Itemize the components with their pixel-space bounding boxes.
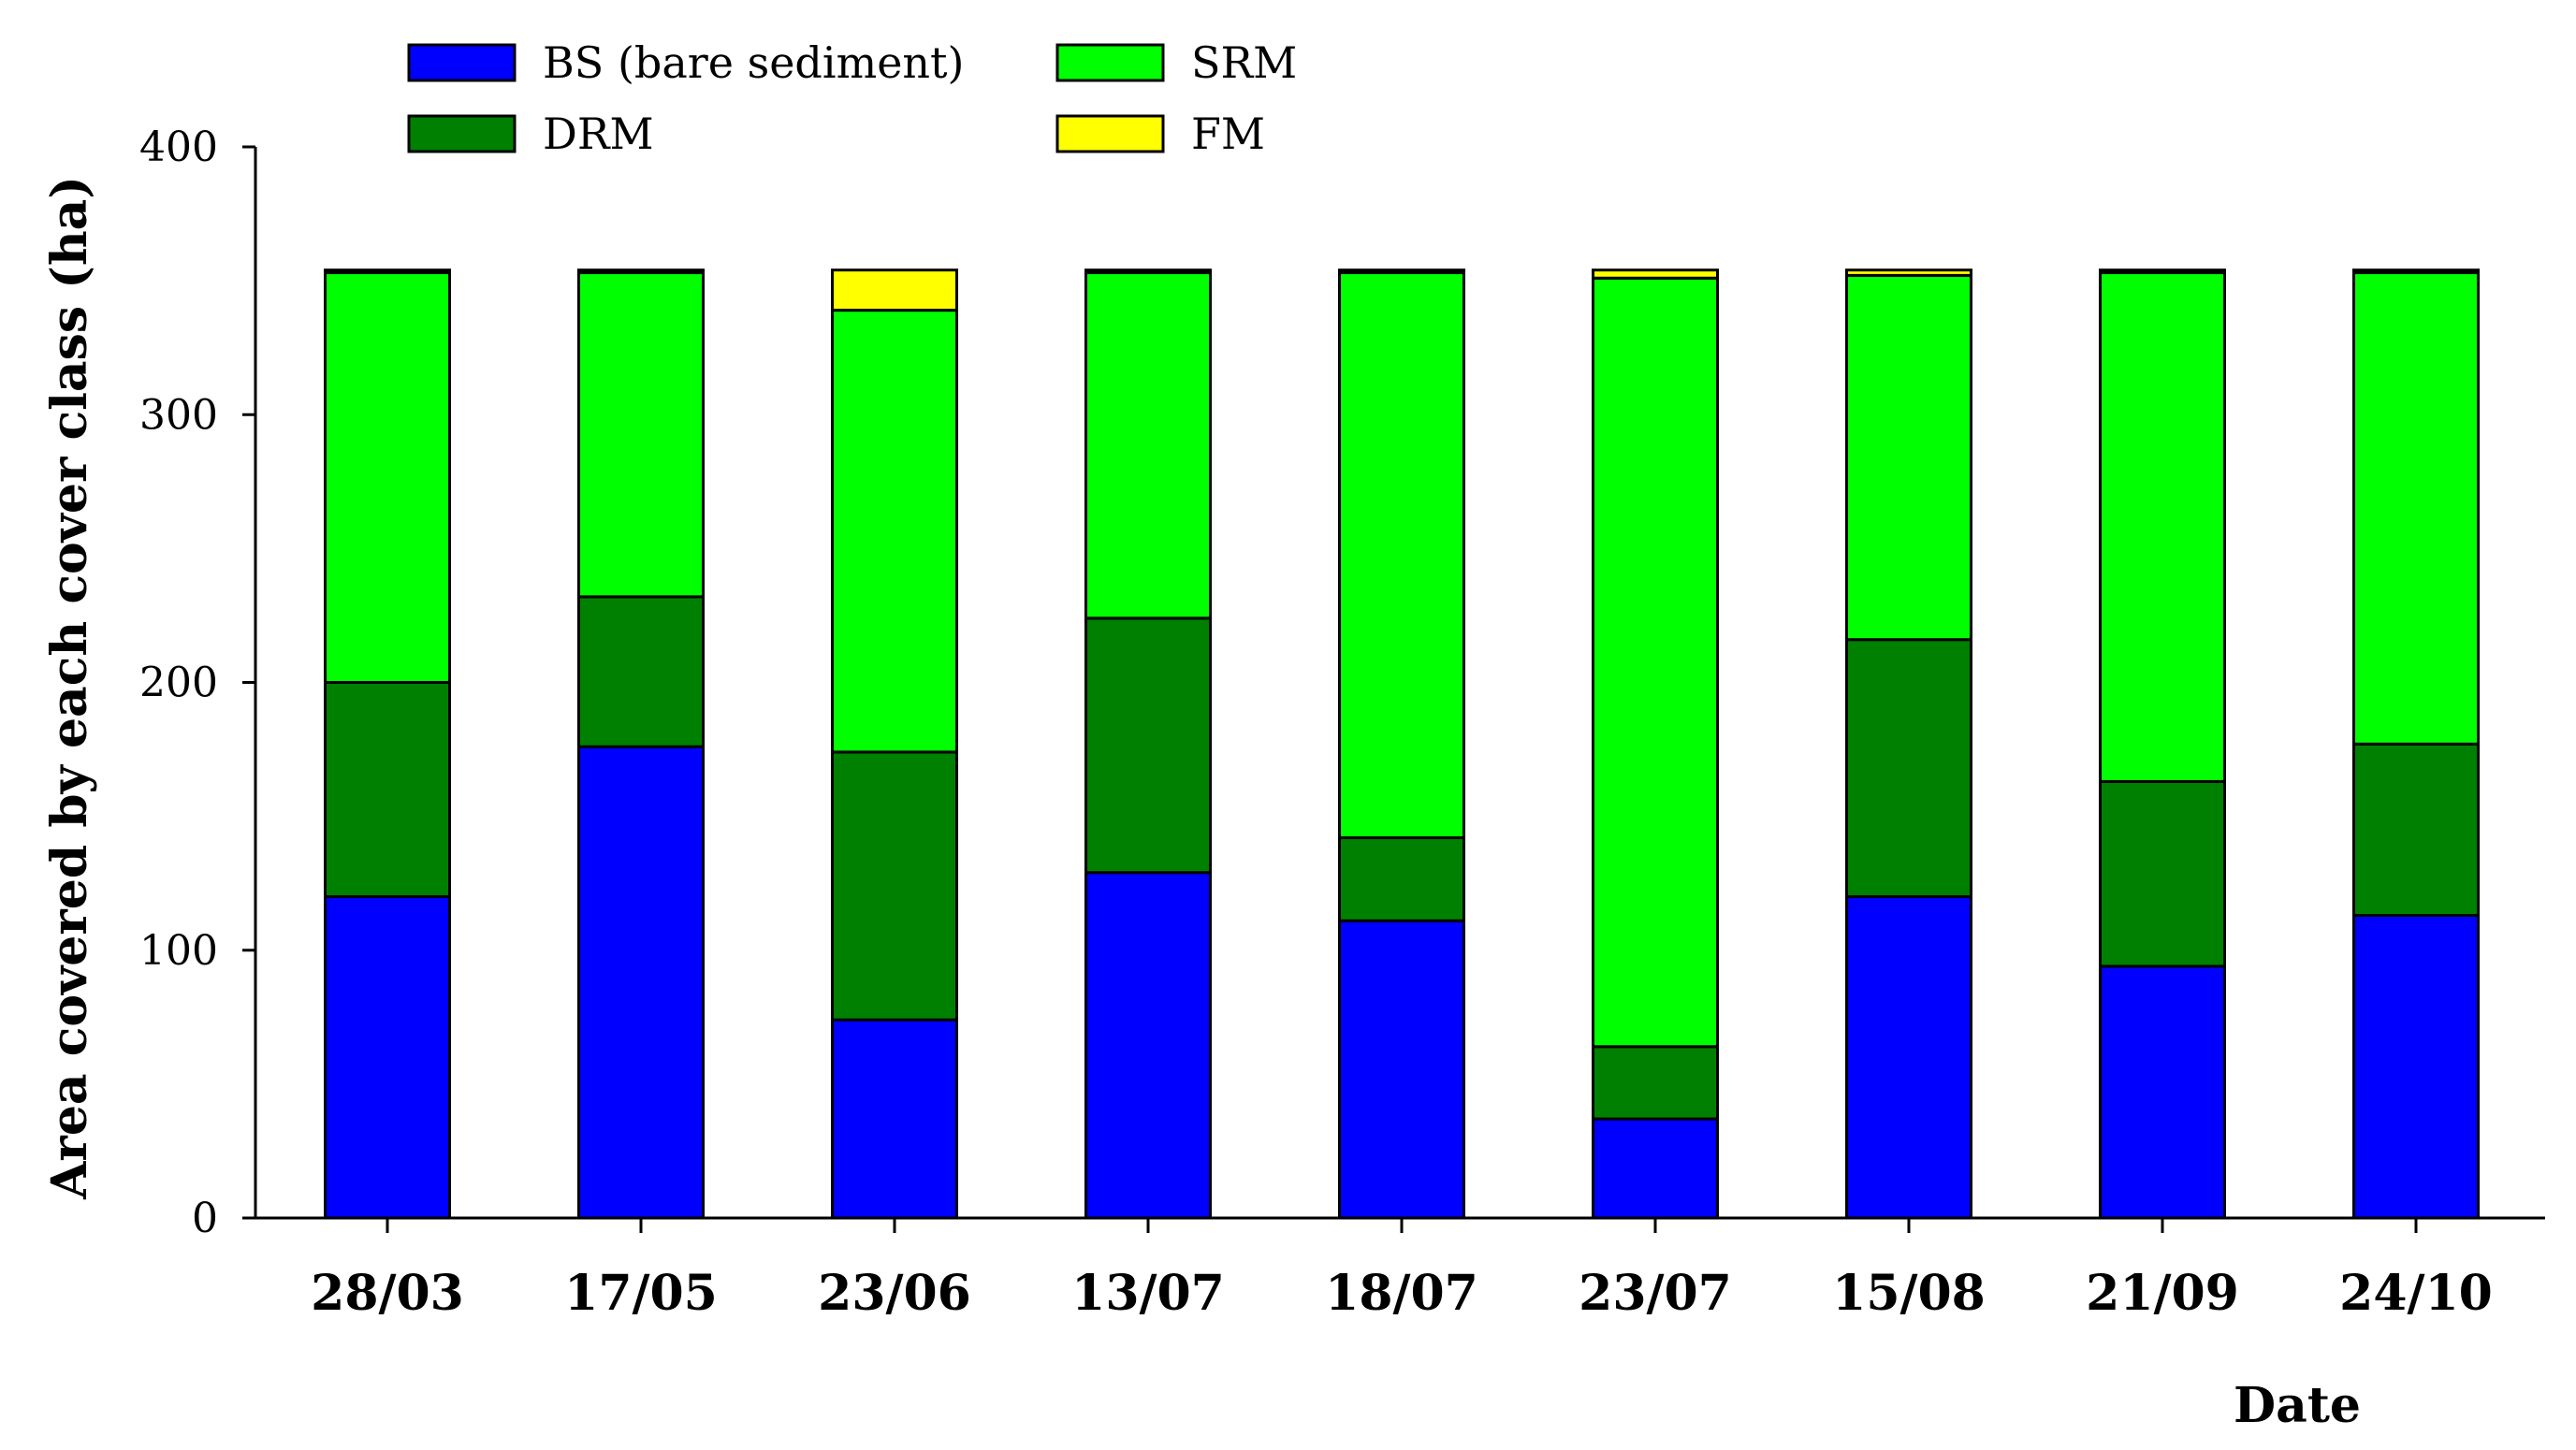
bar-segment-bs-2: [577, 745, 705, 1220]
bar-segment-bs-5: [1338, 919, 1465, 1220]
bar-segment-srm-1: [324, 271, 451, 684]
legend-label-fm: FM: [1191, 109, 1265, 159]
x-tick-label-5: 18/07: [1325, 1265, 1478, 1322]
axes: 0 100 200 300 400 28/03 17/05 23/06 13/07 18/07 23…: [139, 123, 2545, 1322]
bar-segment-srm-8: [2099, 271, 2226, 783]
bar-segment-drm-2: [577, 595, 705, 748]
bar-segment-srm-2: [577, 271, 705, 599]
legend-swatch-fm: [1055, 114, 1165, 153]
bar-segment-bs-7: [1845, 895, 1972, 1220]
bar-segment-drm-6: [1592, 1045, 1719, 1121]
bar-segment-bs-8: [2099, 964, 2226, 1220]
x-tick-label-1: 28/03: [311, 1265, 464, 1322]
x-axis-title: Date: [2234, 1377, 2361, 1434]
bar-segment-drm-1: [324, 681, 451, 898]
y-tick-label-0: 0: [192, 1195, 218, 1242]
bar-segment-bs-6: [1592, 1117, 1719, 1220]
y-tick-label-400: 400: [139, 123, 218, 171]
y-axis-title: Area covered by each cover class (ha): [41, 176, 98, 1200]
legend-swatch-srm: [1055, 43, 1165, 82]
bar-segment-fm-7: [1845, 268, 1972, 277]
bar-segment-drm-3: [831, 750, 958, 1022]
bar-segment-fm-4: [1084, 268, 1212, 275]
legend-label-drm: DRM: [543, 109, 654, 159]
legend-swatch-bs: [407, 43, 517, 82]
bar-segment-drm-5: [1338, 836, 1465, 922]
bar-segment-srm-6: [1592, 276, 1719, 1049]
bar-segment-bs-1: [324, 895, 451, 1220]
bar-segment-fm-3: [831, 268, 958, 312]
bar-segment-drm-7: [1845, 638, 1972, 898]
x-tick-label-7: 15/08: [1832, 1265, 1986, 1322]
y-tick-label-200: 200: [139, 660, 218, 707]
bar-segment-fm-1: [324, 268, 451, 275]
legend-label-bs: BS (bare sediment): [543, 37, 964, 88]
y-tick-label-300: 300: [139, 391, 218, 439]
x-tick-label-4: 13/07: [1071, 1265, 1225, 1322]
bar-segment-srm-7: [1845, 273, 1972, 642]
x-tick-label-6: 23/07: [1579, 1265, 1732, 1322]
x-tick-label-9: 24/10: [2339, 1265, 2493, 1322]
bar-segment-drm-4: [1084, 616, 1212, 875]
bar-segment-bs-4: [1084, 871, 1212, 1220]
bar-segment-srm-5: [1338, 271, 1465, 840]
bar-segment-srm-3: [831, 309, 958, 754]
legend-label-srm: SRM: [1191, 37, 1297, 88]
bar-segment-fm-9: [2352, 268, 2480, 275]
x-tick-label-8: 21/09: [2086, 1265, 2239, 1322]
bar-segment-drm-8: [2099, 779, 2226, 968]
legend: BS (bare sediment) SRM DRM FM: [407, 37, 1297, 159]
bar-segment-bs-3: [831, 1018, 958, 1220]
x-tick-label-2: 17/05: [564, 1265, 718, 1322]
bar-segment-bs-9: [2352, 914, 2480, 1220]
bar-segment-fm-6: [1592, 268, 1719, 280]
bars: [324, 268, 2480, 1220]
bar-segment-fm-2: [577, 268, 705, 275]
bar-segment-srm-9: [2352, 271, 2480, 746]
y-tick-label-100: 100: [139, 927, 218, 975]
bar-segment-drm-9: [2352, 742, 2480, 918]
bar-segment-fm-8: [2099, 268, 2226, 275]
x-tick-label-3: 23/06: [818, 1265, 971, 1322]
legend-swatch-drm: [407, 114, 517, 153]
bar-segment-srm-4: [1084, 271, 1212, 620]
bar-segment-fm-5: [1338, 268, 1465, 275]
